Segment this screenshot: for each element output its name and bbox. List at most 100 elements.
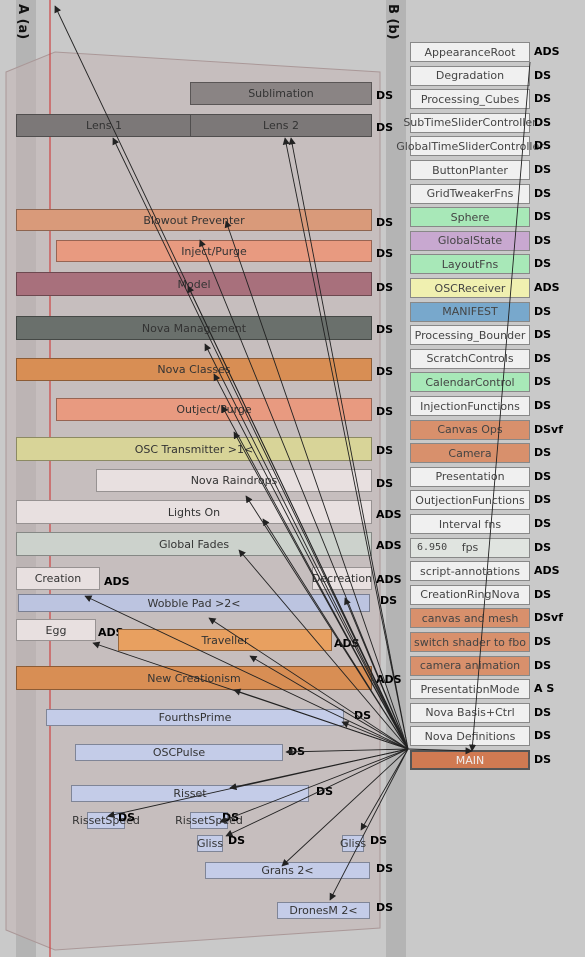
node-degradation[interactable]: Degradation <box>410 65 530 86</box>
node-lens1[interactable]: Lens 1 <box>16 114 192 137</box>
node-tag-novaraindrops: DS <box>376 477 394 490</box>
node-tag-outjectionfunctions: DS <box>534 493 552 507</box>
node-label: Camera <box>448 446 492 460</box>
node-canvasandmesh[interactable]: canvas and mesh <box>410 608 530 629</box>
node-camera[interactable]: Camera <box>410 443 530 464</box>
node-creation[interactable]: Creation <box>16 567 100 590</box>
node-tag-novadefinitions: DS <box>534 729 552 743</box>
node-cameraanimation[interactable]: camera animation <box>410 655 530 676</box>
node-presentationmode[interactable]: PresentationMode <box>410 679 530 700</box>
node-creationringnova[interactable]: CreationRingNova <box>410 584 530 605</box>
node-tag-novamgmt: DS <box>376 323 394 336</box>
node-outjectpurge[interactable]: Outject/Purge <box>56 398 372 421</box>
node-intervalfns[interactable]: Interval fns <box>410 514 530 534</box>
node-label: Presentation <box>435 470 505 484</box>
node-egg[interactable]: Egg <box>16 619 96 641</box>
node-tag-subtimeslider: DS <box>534 115 552 129</box>
node-tag-canvasops: DSvf <box>534 422 564 436</box>
node-buttonplanter[interactable]: ButtonPlanter <box>410 160 530 180</box>
node-calendarcontrol[interactable]: CalendarControl <box>410 372 530 393</box>
node-fourthsprime[interactable]: FourthsPrime <box>46 709 344 726</box>
node-fps[interactable]: 6.950 fps <box>410 537 530 558</box>
node-processingbounder[interactable]: Processing_Bounder <box>410 325 530 346</box>
node-lightson[interactable]: Lights On <box>16 500 372 524</box>
node-model[interactable]: Model <box>16 272 372 296</box>
node-tag-creationringnova: DS <box>534 587 552 601</box>
node-risset[interactable]: Risset <box>71 785 309 802</box>
node-label: LayoutFns <box>441 257 499 271</box>
node-gliss1[interactable]: Gliss <box>197 835 223 852</box>
node-novaclasses[interactable]: Nova Classes <box>16 358 372 381</box>
node-label: Interval fns <box>438 517 502 531</box>
node-tag-rissetspeed2: DS <box>222 811 240 824</box>
node-tag-manifest: DS <box>534 304 552 318</box>
node-label: Blowout Preventer <box>143 213 245 227</box>
node-tag-grans2: DS <box>376 862 394 875</box>
node-tag-canvasandmesh: DSvf <box>534 611 564 625</box>
node-tag-gliss2: DS <box>370 834 388 847</box>
node-traveller[interactable]: Traveller <box>118 629 332 651</box>
node-presentation[interactable]: Presentation <box>410 466 530 487</box>
node-label: Nova Basis+Ctrl <box>425 706 515 720</box>
node-label: Egg <box>45 623 67 637</box>
node-tag-appearanceroot: ADS <box>534 45 560 58</box>
node-processingcubes[interactable]: Processing_Cubes <box>410 89 530 110</box>
node-injectionfunctions[interactable]: InjectionFunctions <box>410 396 530 416</box>
node-tag-presentation: DS <box>534 469 552 483</box>
node-decreation[interactable]: Decreation <box>312 567 372 590</box>
node-oscpulse[interactable]: OSCPulse <box>75 744 283 761</box>
node-sublimation[interactable]: Sublimation <box>190 82 372 105</box>
node-tag-gliss1: DS <box>228 834 246 847</box>
node-gridtweaker[interactable]: GridTweakerFns <box>410 183 530 204</box>
node-tag-globalfades: ADS <box>376 539 402 552</box>
node-blowout[interactable]: Blowout Preventer <box>16 209 372 231</box>
node-label: OSCPulse <box>152 746 206 759</box>
node-tag-processingcubes: DS <box>534 92 552 106</box>
node-manifest[interactable]: MANIFEST <box>410 301 530 322</box>
node-tag-oscpulse: DS <box>288 745 306 758</box>
node-label: Nova Definitions <box>424 729 516 743</box>
node-lens2[interactable]: Lens 2 <box>190 114 372 137</box>
node-label: switch shader to fbo <box>414 635 526 649</box>
node-tag-osctransmitter: DS <box>376 444 394 457</box>
node-wobblepad[interactable]: Wobble Pad >2< <box>18 594 370 612</box>
node-label: OSC Transmitter >1< <box>134 442 254 456</box>
node-oscreceiver[interactable]: OSCReceiver <box>410 278 530 298</box>
node-injectpurge[interactable]: Inject/Purge <box>56 240 372 262</box>
node-label: Sphere <box>450 210 490 224</box>
node-globaltimeslider[interactable]: GlobalTimeSliderController <box>396 136 544 157</box>
node-novadefinitions[interactable]: Nova Definitions <box>410 726 530 747</box>
node-novaraindrops[interactable]: Nova Raindrops <box>96 469 372 492</box>
node-dronesm2[interactable]: DronesM 2< <box>277 902 370 919</box>
node-label: Sublimation <box>248 87 314 100</box>
node-appearanceroot[interactable]: AppearanceRoot <box>410 42 530 62</box>
node-gliss2[interactable]: Gliss <box>339 835 367 852</box>
node-outjectionfunctions[interactable]: OutjectionFunctions <box>410 490 530 511</box>
node-grans2[interactable]: Grans 2< <box>205 862 370 879</box>
node-subtimeslider[interactable]: SubTimeSliderController <box>403 112 537 133</box>
node-sphere[interactable]: Sphere <box>410 207 530 228</box>
node-tag-fourthsprime: DS <box>354 709 372 722</box>
node-label: Gliss <box>339 837 367 850</box>
node-label: fps <box>461 541 479 555</box>
node-novamgmt[interactable]: Nova Management <box>16 316 372 340</box>
node-label: Nova Raindrops <box>190 474 278 487</box>
node-tag-main: DS <box>534 753 552 766</box>
node-layoutfns[interactable]: LayoutFns <box>410 254 530 275</box>
node-label: GlobalState <box>437 234 503 248</box>
node-label: PresentationMode <box>420 682 520 696</box>
node-scratchcontrols[interactable]: ScratchControls <box>410 348 530 369</box>
node-globalstate[interactable]: GlobalState <box>410 230 530 251</box>
node-novabasis[interactable]: Nova Basis+Ctrl <box>410 702 530 723</box>
node-osctransmitter[interactable]: OSC Transmitter >1< <box>16 437 372 461</box>
node-main[interactable]: MAIN <box>410 750 530 770</box>
node-switchshader[interactable]: switch shader to fbo <box>410 632 530 652</box>
node-tag-novaclasses: DS <box>376 365 394 378</box>
node-canvasops[interactable]: Canvas Ops <box>410 419 530 440</box>
node-tag-injectionfunctions: DS <box>534 399 552 412</box>
node-scriptannotations[interactable]: script-annotations <box>410 561 530 582</box>
node-tag-lens2: DS <box>376 121 394 134</box>
node-newcreationism[interactable]: New Creationism <box>16 666 372 690</box>
node-globalfades[interactable]: Global Fades <box>16 532 372 556</box>
node-label: DronesM 2< <box>289 904 358 917</box>
